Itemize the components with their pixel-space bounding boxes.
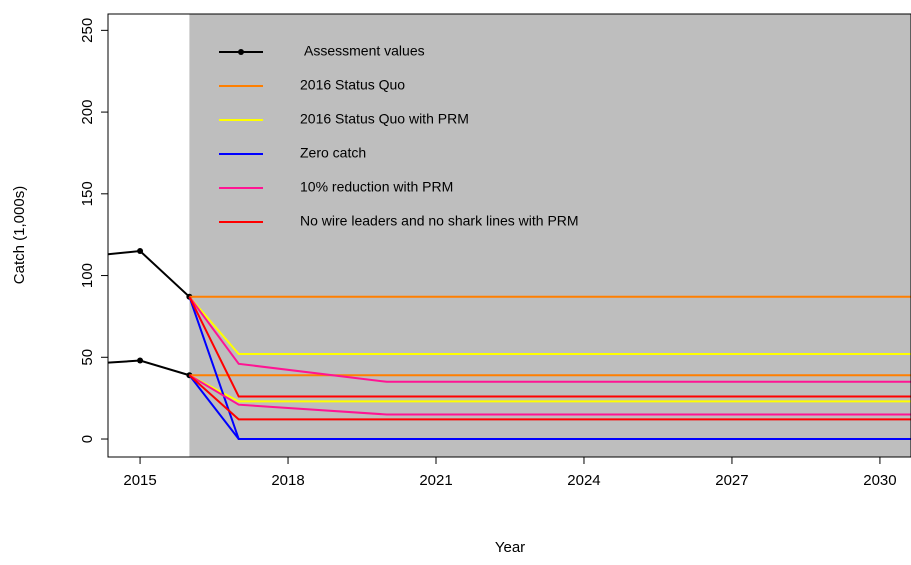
x-tick-label: 2027 <box>715 472 748 489</box>
legend-marker <box>238 49 244 55</box>
y-tick-label: 150 <box>79 181 96 206</box>
series-line <box>188 374 911 421</box>
y-tick-label: 250 <box>79 18 96 43</box>
point <box>137 357 144 364</box>
series-line <box>188 296 911 398</box>
legend-label: 2016 Status Quo with PRM <box>300 111 469 127</box>
series-line <box>188 374 911 441</box>
legend-label: No wire leaders and no shark lines with … <box>300 213 579 229</box>
x-tick-label: 2015 <box>123 472 156 489</box>
x-tick-label: 2021 <box>419 472 452 489</box>
legend-label: Zero catch <box>300 145 366 161</box>
series-line <box>188 374 911 416</box>
x-tick-label: 2030 <box>863 472 896 489</box>
plot-frame <box>107 13 911 458</box>
series-line <box>188 296 911 383</box>
series-line <box>188 296 911 356</box>
point <box>137 248 144 255</box>
y-tick-label: 100 <box>79 263 96 288</box>
x-tick-label: 2018 <box>271 472 304 489</box>
legend-label: 10% reduction with PRM <box>300 179 453 195</box>
point <box>88 253 94 259</box>
y-axis-title: Catch (1,000s) <box>11 186 28 284</box>
legend-label: Assessment values <box>304 43 425 59</box>
x-axis-title: Year <box>495 539 525 556</box>
y-tick-label: 50 <box>79 349 96 366</box>
y-tick-label: 0 <box>79 435 96 443</box>
x-tick-label: 2024 <box>567 472 600 489</box>
y-tick-label: 200 <box>79 100 96 125</box>
shaded-region <box>189 14 911 457</box>
legend-label: 2016 Status Quo <box>300 77 405 93</box>
